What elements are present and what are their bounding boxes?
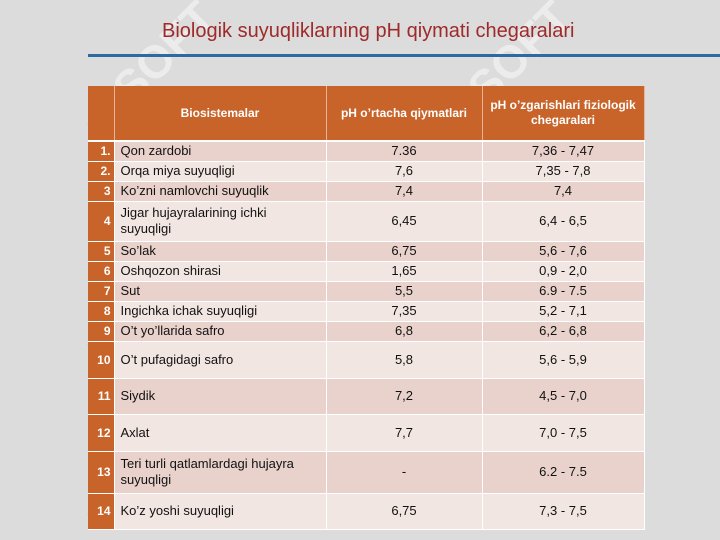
table-row: 6 Oshqozon shirasi 1,65 0,9 - 2,0 xyxy=(88,261,645,282)
table-row: 7 Sut 5,5 6.9 - 7.5 xyxy=(88,281,645,302)
row-ph-range: 6.2 - 7.5 xyxy=(482,451,645,494)
table-row: 2. Orqa miya suyuqligi 7,6 7,35 - 7,8 xyxy=(88,161,645,182)
row-biosystem: Qon zardobi xyxy=(114,141,327,162)
table-row: 9 O’t yo’llarida safro 6,8 6,2 - 6,8 xyxy=(88,321,645,342)
table-body: 1. Qon zardobi 7.36 7,36 - 7,47 2. Orqa miya … xyxy=(88,141,645,530)
row-ph-range: 4,5 - 7,0 xyxy=(482,378,645,415)
row-number: 9 xyxy=(88,321,115,342)
row-ph-range: 5,2 - 7,1 xyxy=(482,301,645,322)
row-ph-range: 5,6 - 7,6 xyxy=(482,241,645,262)
row-biosystem: Siydik xyxy=(114,378,327,415)
row-biosystem: Ingichka ichak suyuqligi xyxy=(114,301,327,322)
header-biosystems: Biosistemalar xyxy=(114,86,327,142)
row-ph-range: 7,0 - 7,5 xyxy=(482,414,645,452)
table-row: 3 Ko’zni namlovchi suyuqlik 7,4 7,4 xyxy=(88,181,645,202)
row-number: 11 xyxy=(88,378,115,415)
table-row: 5 So’lak 6,75 5,6 - 7,6 xyxy=(88,241,645,262)
title-divider xyxy=(88,54,720,57)
row-ph-range: 6,4 - 6,5 xyxy=(482,201,645,242)
row-average-ph: 6,75 xyxy=(326,241,483,262)
row-average-ph: 6,8 xyxy=(326,321,483,342)
row-biosystem: Jigar hujayralarining ichki suyuqligi xyxy=(114,201,327,242)
table-header-row: Biosistemalar pH o’rtacha qiymatlari pH … xyxy=(88,86,645,142)
row-biosystem: O’t yo’llarida safro xyxy=(114,321,327,342)
row-average-ph: 5,5 xyxy=(326,281,483,302)
table-row: 10 O’t pufagidagi safro 5,8 5,6 - 5,9 xyxy=(88,341,645,379)
table-row: 1. Qon zardobi 7.36 7,36 - 7,47 xyxy=(88,141,645,162)
row-ph-range: 6.9 - 7.5 xyxy=(482,281,645,302)
row-ph-range: 6,2 - 6,8 xyxy=(482,321,645,342)
header-number xyxy=(88,86,115,142)
ph-table: Biosistemalar pH o’rtacha qiymatlari pH … xyxy=(88,86,645,530)
row-biosystem: O’t pufagidagi safro xyxy=(114,341,327,379)
table-row: 11 Siydik 7,2 4,5 - 7,0 xyxy=(88,378,645,415)
row-number: 1. xyxy=(88,141,115,162)
row-biosystem: Sut xyxy=(114,281,327,302)
row-biosystem: Orqa miya suyuqligi xyxy=(114,161,327,182)
row-number: 3 xyxy=(88,181,115,202)
row-biosystem: Ko’z yoshi suyuqligi xyxy=(114,493,327,530)
header-ph-range: pH o’zgarishlari fiziologik chegaralari xyxy=(482,86,645,142)
row-number: 8 xyxy=(88,301,115,322)
row-average-ph: 1,65 xyxy=(326,261,483,282)
row-ph-range: 7,36 - 7,47 xyxy=(482,141,645,162)
row-ph-range: 7,35 - 7,8 xyxy=(482,161,645,182)
row-number: 7 xyxy=(88,281,115,302)
row-average-ph: 5,8 xyxy=(326,341,483,379)
row-average-ph: 7,6 xyxy=(326,161,483,182)
row-biosystem: Ko’zni namlovchi suyuqlik xyxy=(114,181,327,202)
row-average-ph: - xyxy=(326,451,483,494)
header-average-ph: pH o’rtacha qiymatlari xyxy=(326,86,483,142)
row-number: 5 xyxy=(88,241,115,262)
row-average-ph: 6,45 xyxy=(326,201,483,242)
row-average-ph: 7,2 xyxy=(326,378,483,415)
row-average-ph: 7,4 xyxy=(326,181,483,202)
row-ph-range: 7,3 - 7,5 xyxy=(482,493,645,530)
row-number: 13 xyxy=(88,451,115,494)
row-biosystem: So’lak xyxy=(114,241,327,262)
row-number: 10 xyxy=(88,341,115,379)
row-biosystem: Axlat xyxy=(114,414,327,452)
table-row: 14 Ko’z yoshi suyuqligi 6,75 7,3 - 7,5 xyxy=(88,493,645,530)
table-row: 4 Jigar hujayralarining ichki suyuqligi 6,… xyxy=(88,201,645,242)
row-number: 2. xyxy=(88,161,115,182)
row-number: 6 xyxy=(88,261,115,282)
row-biosystem: Teri turli qatlamlardagi hujayra suyuqli… xyxy=(114,451,327,494)
row-average-ph: 7,35 xyxy=(326,301,483,322)
row-average-ph: 7,7 xyxy=(326,414,483,452)
row-biosystem: Oshqozon shirasi xyxy=(114,261,327,282)
row-ph-range: 5,6 - 5,9 xyxy=(482,341,645,379)
row-ph-range: 7,4 xyxy=(482,181,645,202)
row-number: 12 xyxy=(88,414,115,452)
table-row: 12 Axlat 7,7 7,0 - 7,5 xyxy=(88,414,645,452)
row-number: 4 xyxy=(88,201,115,242)
slide-title: Biologik suyuqliklarning pH qiymati cheg… xyxy=(162,20,575,42)
row-average-ph: 6,75 xyxy=(326,493,483,530)
row-ph-range: 0,9 - 2,0 xyxy=(482,261,645,282)
table-row: 13 Teri turli qatlamlardagi hujayra suyuq… xyxy=(88,451,645,494)
table-row: 8 Ingichka ichak suyuqligi 7,35 5,2 - 7,1 xyxy=(88,301,645,322)
row-number: 14 xyxy=(88,493,115,530)
row-average-ph: 7.36 xyxy=(326,141,483,162)
